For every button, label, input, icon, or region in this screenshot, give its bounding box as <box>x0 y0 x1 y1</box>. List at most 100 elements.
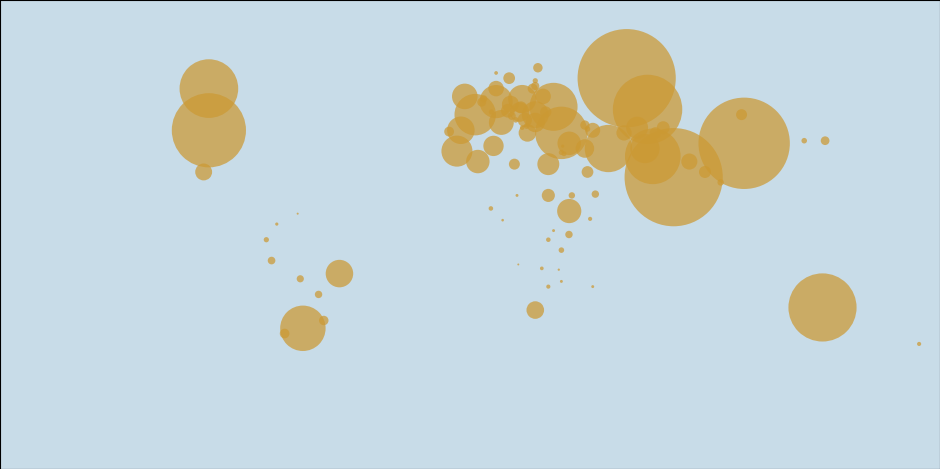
Point <box>509 116 524 124</box>
Point <box>540 192 556 199</box>
Point <box>630 124 645 131</box>
Point <box>474 98 489 106</box>
Point <box>562 207 577 215</box>
Point <box>540 283 556 290</box>
Point <box>619 75 634 82</box>
Point <box>290 210 306 218</box>
Point <box>486 142 501 150</box>
Point <box>277 330 292 337</box>
Point <box>546 227 561 234</box>
Point <box>512 108 527 116</box>
Point <box>489 69 504 77</box>
Point <box>527 77 542 84</box>
Point <box>515 95 530 103</box>
Point <box>564 192 579 199</box>
Point <box>734 111 749 118</box>
Point <box>316 317 331 324</box>
Point <box>502 75 517 82</box>
Point <box>201 85 216 92</box>
Point <box>562 140 577 147</box>
Point <box>196 168 212 176</box>
Point <box>927 278 940 285</box>
Point <box>517 116 532 124</box>
Point <box>527 306 542 314</box>
Point <box>539 108 554 116</box>
Point <box>546 103 561 111</box>
Point <box>577 145 592 152</box>
Point <box>530 64 545 71</box>
Point <box>540 160 556 168</box>
Point <box>264 257 279 265</box>
Point <box>484 108 499 116</box>
Point <box>682 158 697 165</box>
Point <box>815 304 830 311</box>
Point <box>494 119 509 126</box>
Point <box>292 275 307 282</box>
Point <box>258 236 274 243</box>
Point <box>468 111 483 118</box>
Point <box>513 104 528 111</box>
Point <box>510 261 525 268</box>
Point <box>666 174 681 181</box>
Point <box>586 283 601 290</box>
Point <box>818 137 833 144</box>
Point <box>503 100 518 108</box>
Point <box>656 124 671 131</box>
Point <box>519 122 534 130</box>
Point <box>509 192 525 199</box>
Point <box>697 168 713 176</box>
Point <box>551 266 566 273</box>
Point <box>442 128 457 136</box>
Point <box>495 216 510 224</box>
Point <box>912 340 927 348</box>
Point <box>574 201 589 208</box>
Point <box>617 129 632 136</box>
Point <box>536 93 551 100</box>
Point <box>477 95 492 103</box>
Point <box>554 278 569 285</box>
Point <box>580 168 595 176</box>
Point <box>556 150 572 158</box>
Point <box>554 129 569 136</box>
Point <box>527 111 542 118</box>
Point <box>561 231 576 238</box>
Point <box>525 85 540 92</box>
Point <box>540 236 556 243</box>
Point <box>269 220 284 228</box>
Point <box>556 143 571 150</box>
Point <box>588 190 603 198</box>
Point <box>554 149 569 156</box>
Point <box>457 93 472 100</box>
Point <box>534 265 549 272</box>
Point <box>274 181 289 189</box>
Point <box>797 137 812 144</box>
Point <box>453 127 468 134</box>
Point <box>489 85 504 92</box>
Point <box>483 204 498 212</box>
Point <box>489 98 504 106</box>
Point <box>737 140 752 147</box>
Point <box>201 127 216 134</box>
Point <box>449 147 464 155</box>
Point <box>645 152 660 160</box>
Point <box>470 158 485 165</box>
Point <box>601 145 616 152</box>
Point <box>311 291 326 298</box>
Point <box>583 215 598 223</box>
Point <box>332 270 347 277</box>
Point <box>295 325 310 332</box>
Point <box>586 127 601 134</box>
Point <box>507 160 522 168</box>
Point <box>640 106 655 113</box>
Point <box>637 145 652 152</box>
Point <box>577 121 592 129</box>
Point <box>580 125 595 133</box>
Point <box>527 119 542 126</box>
Point <box>520 129 535 136</box>
Point <box>648 129 663 136</box>
Point <box>713 179 728 186</box>
Point <box>504 112 519 120</box>
Point <box>500 107 515 114</box>
Point <box>554 246 569 254</box>
Point <box>515 124 530 131</box>
